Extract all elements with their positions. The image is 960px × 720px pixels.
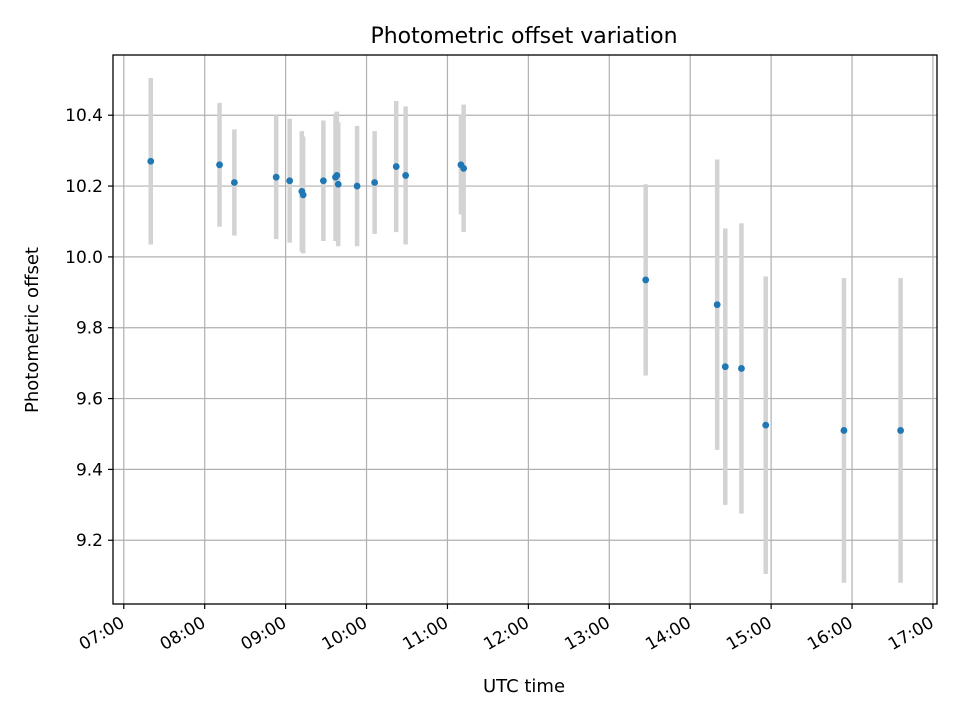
y-tick-label: 9.6 (76, 390, 103, 410)
x-tick-label: 14:00 (642, 613, 694, 655)
data-point (299, 191, 307, 199)
data-point (402, 172, 410, 179)
data-point (721, 363, 729, 371)
error-bars (148, 78, 903, 583)
data-point (897, 427, 904, 434)
data-point (216, 161, 223, 169)
data-point (371, 179, 379, 186)
plot-frame (112, 54, 938, 605)
x-axis: 07:00 08:00 09:00 10:00 11:00 12:00 13:00 14:00… (76, 604, 937, 655)
chart-title: Photometric offset variation (370, 24, 677, 49)
data-point (286, 177, 294, 185)
data-point (272, 173, 280, 181)
data-point (333, 172, 341, 179)
x-axis-label: UTC time (483, 676, 565, 697)
data-point (762, 421, 770, 429)
x-tick-label: 08:00 (157, 613, 209, 655)
data-points (147, 157, 904, 434)
y-tick-label: 9.2 (76, 531, 103, 551)
x-tick-label: 12:00 (480, 613, 532, 655)
data-point (334, 180, 342, 188)
data-point (738, 365, 745, 372)
data-point (319, 177, 327, 185)
data-point (392, 163, 400, 170)
y-tick-label: 9.8 (76, 319, 103, 339)
y-tick-label: 9.4 (76, 460, 103, 480)
data-point (840, 427, 848, 434)
y-tick-label: 10.4 (65, 106, 103, 126)
x-tick-label: 15:00 (723, 613, 775, 655)
data-point (460, 164, 468, 172)
x-tick-label: 16:00 (804, 613, 856, 655)
data-point (713, 301, 721, 309)
y-tick-label: 10.2 (65, 177, 103, 197)
x-tick-label: 17:00 (885, 613, 937, 655)
y-tick-label: 10.0 (65, 248, 103, 268)
x-tick-label: 13:00 (561, 613, 613, 655)
data-point (642, 276, 650, 284)
x-tick-label: 10:00 (319, 613, 371, 655)
data-point (230, 179, 238, 186)
x-tick-label: 11:00 (400, 613, 452, 655)
data-point (147, 157, 155, 165)
data-point (353, 182, 361, 190)
x-tick-label: 09:00 (238, 613, 290, 655)
grid-lines (113, 55, 937, 604)
y-axis-label: Photometric offset (22, 247, 43, 413)
x-tick-label: 07:00 (76, 613, 128, 655)
y-axis: 9.2 9.4 9.6 9.8 10.0 10.2 10.4 (65, 106, 113, 551)
